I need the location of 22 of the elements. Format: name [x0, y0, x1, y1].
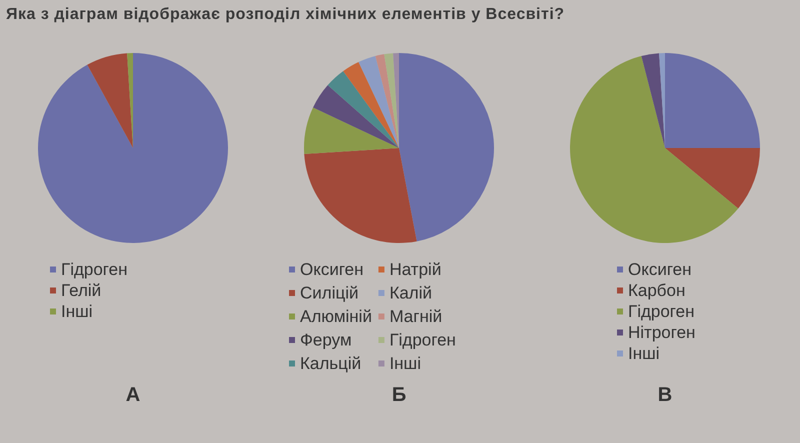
legend-label: Оксиген — [300, 260, 364, 279]
legend-label: Магній — [389, 307, 442, 326]
legend-label: Гідроген — [389, 330, 456, 350]
legend-label: Натрій — [389, 260, 442, 279]
legend-label: Алюміній — [300, 307, 372, 326]
legend-label: Гідроген — [61, 260, 128, 279]
legend-label: Інші — [628, 344, 660, 363]
legend-label: Силіцій — [300, 284, 358, 302]
legend-label: Гідроген — [628, 302, 694, 321]
text: Яка з діаграм відображає розподіл хімічних елементів у Всесвіті? — [6, 6, 565, 24]
legend-label: Кальцій — [300, 354, 362, 373]
legend-label: Карбон — [628, 281, 686, 300]
legend-label: Інші — [389, 354, 421, 373]
legend-label: Ферум — [300, 330, 352, 350]
legend-label: Гелій — [61, 281, 102, 300]
text: Б — [392, 384, 406, 406]
legend-label: Інші — [61, 302, 93, 321]
legend-label: Калій — [389, 284, 432, 302]
legend-label: Нітроген — [628, 323, 696, 342]
legend-label: Оксиген — [628, 260, 692, 279]
text: В — [658, 384, 672, 406]
text: А — [126, 384, 140, 406]
